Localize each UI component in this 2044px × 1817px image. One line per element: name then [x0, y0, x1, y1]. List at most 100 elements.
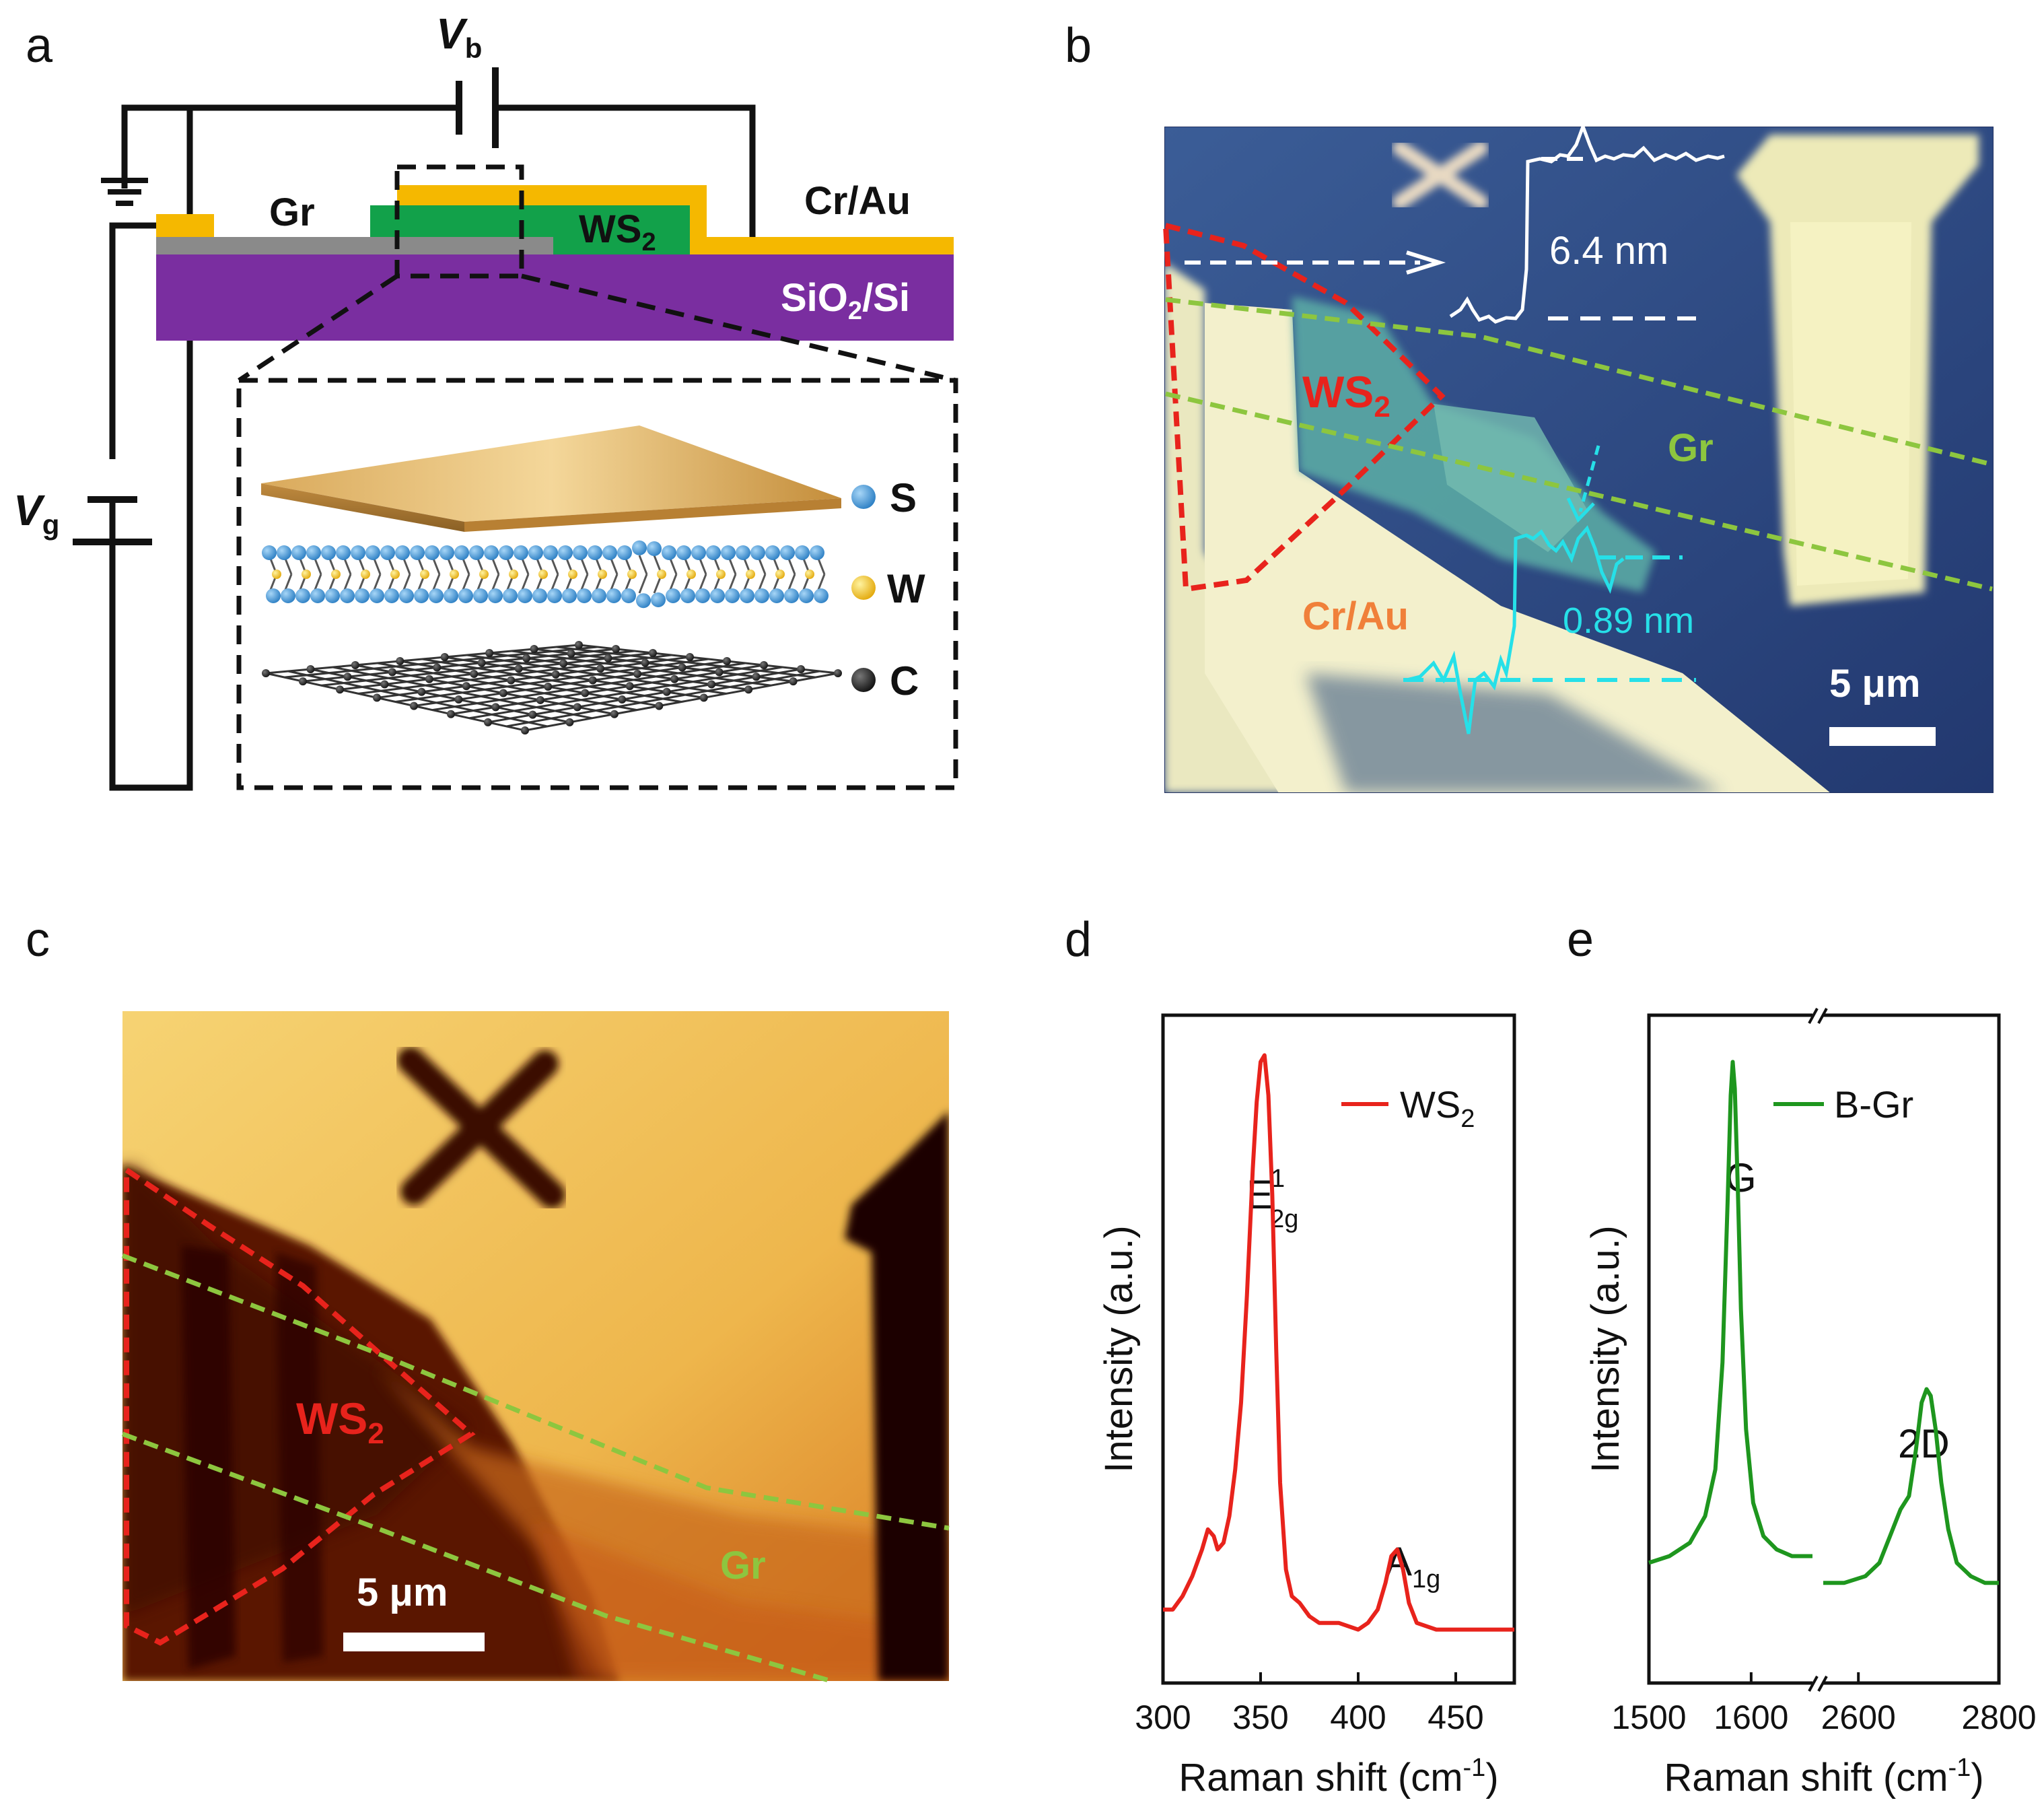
sulfur-atom — [384, 588, 399, 603]
carbon-atom — [536, 695, 544, 704]
carbon-atom — [707, 680, 716, 689]
chart-d-peak-a1g: A1g — [1385, 1539, 1440, 1593]
tungsten-atom — [716, 570, 726, 579]
carbon-atom — [662, 687, 671, 696]
legend-w: W — [887, 566, 925, 611]
carbon-atom — [410, 701, 418, 710]
carbon-atom — [470, 670, 479, 679]
sulfur-atom — [666, 588, 680, 603]
chart-d-tick-label: 450 — [1428, 1699, 1483, 1736]
panel-label-b: b — [1065, 19, 1092, 73]
carbon-atom — [262, 669, 270, 677]
sulfur-atom — [577, 588, 592, 603]
sulfur-atom — [458, 588, 473, 603]
chart-d-tick-label: 400 — [1330, 1699, 1386, 1736]
height-ws2-label: 6.4 nm — [1549, 229, 1668, 273]
sulfur-atom — [647, 541, 662, 556]
chart-e-peak-2d: 2D — [1898, 1421, 1950, 1466]
carbon-atom — [425, 675, 433, 683]
sulfur-atom — [454, 545, 469, 560]
panel-label-a: a — [26, 19, 53, 73]
tungsten-legend-dot — [851, 576, 876, 600]
sulfur-atom — [369, 588, 384, 603]
tungsten-atom — [509, 570, 518, 579]
sulfur-atom — [351, 545, 365, 560]
chart-d-tick-label: 350 — [1232, 1699, 1288, 1736]
carbon-atom — [477, 658, 486, 667]
carbon-atom — [491, 703, 500, 712]
sulfur-atom — [543, 545, 558, 560]
tungsten-atom — [657, 570, 666, 579]
carbon-atom — [514, 664, 523, 673]
sulfur-atom — [558, 545, 573, 560]
carbon-atom — [715, 668, 724, 677]
zoom-region — [394, 164, 524, 279]
carbon-atom — [417, 687, 426, 696]
wire-top-left — [121, 104, 458, 188]
panel-label-d: d — [1065, 913, 1092, 967]
carbon-atom — [565, 718, 574, 726]
sulfur-atom — [795, 545, 810, 560]
carbon-atom — [797, 665, 805, 673]
gr-label-c: Gr — [720, 1544, 766, 1587]
tungsten-atom — [302, 570, 311, 579]
sulfur-atom — [695, 588, 710, 603]
carbon-atom — [380, 680, 389, 689]
tungsten-atom — [331, 570, 341, 579]
carbon-atom — [573, 703, 582, 712]
carbon-legend-dot — [851, 668, 876, 692]
carbon-atom — [454, 695, 463, 704]
chart-e-tick-label: 2800 — [1961, 1699, 2036, 1736]
sulfur-atom — [484, 545, 499, 560]
panel-b-optical-image: 6.4 nm 0.89 nm WS2 Gr Cr/Au 5 μm — [1162, 121, 1994, 793]
carbon-atom — [373, 693, 381, 702]
sulfur-legend-dot — [851, 485, 876, 509]
carbon-atom — [760, 661, 768, 669]
sulfur-atom — [281, 588, 295, 603]
gr-outline-c-bottom — [121, 1431, 832, 1684]
legend-c: C — [890, 658, 919, 704]
sio2-label: SiO2/Si — [781, 276, 910, 325]
afm-profile-gr — [1406, 525, 1625, 734]
tungsten-atom — [805, 570, 814, 579]
sulfur-atom — [473, 588, 488, 603]
sulfur-atom — [706, 545, 721, 560]
gr-edge-arrow — [1578, 445, 1600, 512]
carbon-atom — [559, 659, 568, 668]
sulfur-atom — [606, 588, 621, 603]
sulfur-atom — [499, 545, 514, 560]
carbon-atom — [521, 726, 529, 734]
sulfur-atom — [617, 545, 632, 560]
tungsten-atom — [627, 570, 637, 579]
panel-label-e: e — [1567, 913, 1594, 967]
sulfur-atom — [439, 545, 454, 560]
tungsten-atom — [598, 570, 607, 579]
carbon-atom — [744, 685, 753, 694]
wire-top-right — [497, 104, 756, 246]
ws2-layer — [370, 205, 690, 254]
sulfur-atom — [503, 588, 518, 603]
sulfur-atom — [518, 588, 532, 603]
gr-label: Gr — [269, 191, 315, 234]
sulfur-atom — [636, 593, 651, 609]
carbon-atom — [604, 654, 612, 662]
carbon-atom — [655, 701, 664, 710]
carbon-atom — [610, 710, 619, 718]
carbon-atom — [575, 641, 583, 649]
sulfur-atom — [754, 588, 769, 603]
chart-e-xlabel: Raman shift (cm-1) — [1664, 1754, 1983, 1799]
carbon-atom — [834, 669, 842, 677]
carbon-atom — [699, 693, 708, 702]
sulfur-atom — [662, 545, 676, 560]
sulfur-atom — [780, 545, 795, 560]
carbon-atom — [544, 683, 553, 691]
carbon-atom — [447, 710, 455, 718]
sulfur-atom — [736, 545, 750, 560]
sulfur-atom — [532, 588, 547, 603]
panel-a-schematic: Vb Vg Gr WS2 Cr/Au SiO2/Si — [13, 9, 958, 791]
carbon-atom — [433, 663, 442, 672]
gr-outline-bottom — [1165, 391, 1993, 592]
sulfur-atom — [710, 588, 725, 603]
panel-c-map-image: WS2 Gr 5 μm — [121, 1011, 950, 1684]
carbon-atom — [396, 657, 404, 665]
